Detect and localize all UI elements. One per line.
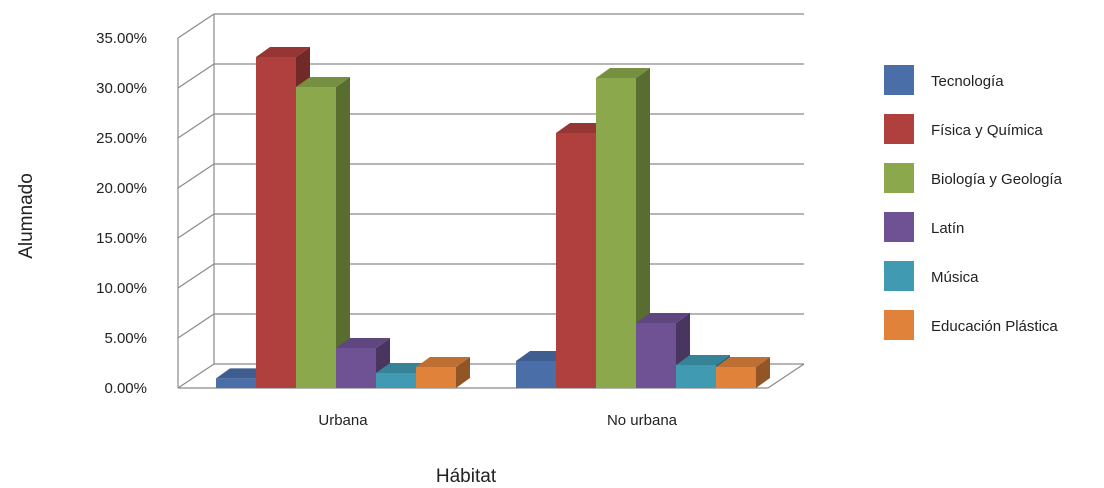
y-tick-label: 20.00%: [96, 180, 147, 197]
floor-right-edge: [767, 363, 805, 389]
y-tick-label: 5.00%: [104, 330, 147, 347]
bar-side: [636, 68, 650, 388]
x-category-label: No urbana: [607, 412, 678, 429]
y-tick-label: 10.00%: [96, 280, 147, 297]
grid-diagonal: [177, 213, 215, 239]
legend-item: Física y Química: [884, 114, 1043, 144]
grid-diagonal: [177, 263, 215, 289]
legend-swatch: [884, 310, 914, 340]
bar: [296, 77, 350, 388]
legend-swatch: [884, 65, 914, 95]
legend: Tecnología Física y Química Biología y Geo…: [884, 65, 1063, 340]
grid-diagonal: [177, 63, 215, 89]
bar-top: [596, 68, 650, 78]
bar-side: [456, 357, 470, 388]
bar-front: [336, 348, 376, 388]
bar-front: [296, 87, 336, 388]
legend-item: Biología y Geología: [884, 163, 1063, 193]
x-category-label: Urbana: [318, 412, 368, 429]
bar-front: [216, 378, 256, 388]
grid-diagonal: [177, 363, 215, 389]
bar-top: [256, 47, 310, 57]
bar-top: [416, 357, 470, 367]
legend-swatch: [884, 163, 914, 193]
bar: [716, 357, 770, 388]
bar-side: [756, 357, 770, 388]
bar-side: [336, 77, 350, 388]
legend-item: Educación Plástica: [884, 310, 1058, 340]
x-axis-categories: Urbana No urbana: [318, 412, 677, 429]
y-axis-ticks: 0.00% 5.00% 10.00% 15.00% 20.00% 25.00% 30.00%…: [96, 30, 147, 397]
bar-front: [596, 78, 636, 388]
legend-label: Música: [931, 269, 979, 286]
y-axis-title: Alumnado: [16, 173, 37, 259]
bar-front: [376, 373, 416, 388]
legend-swatch: [884, 212, 914, 242]
legend-label: Física y Química: [931, 122, 1043, 139]
legend-swatch: [884, 114, 914, 144]
legend-item: Música: [884, 261, 979, 291]
y-tick-label: 15.00%: [96, 230, 147, 247]
x-axis-title: Hábitat: [436, 466, 497, 487]
bar-front: [516, 361, 556, 388]
bar-top: [336, 338, 390, 348]
bar-top: [676, 355, 730, 365]
grid-diagonal: [177, 163, 215, 189]
legend-item: Latín: [884, 212, 964, 242]
bar-top: [636, 313, 690, 323]
bar-front: [416, 367, 456, 388]
bar-front: [716, 367, 756, 388]
bar-front: [676, 365, 716, 388]
legend-label: Biología y Geología: [931, 171, 1063, 188]
grid-diagonal: [177, 113, 215, 139]
legend-item: Tecnología: [884, 65, 1004, 95]
legend-label: Latín: [931, 220, 964, 237]
y-tick-label: 25.00%: [96, 130, 147, 147]
legend-swatch: [884, 261, 914, 291]
bar: [416, 357, 470, 388]
legend-label: Tecnología: [931, 73, 1004, 90]
grid-diagonal: [177, 13, 215, 39]
bars: [216, 47, 770, 388]
bar-front: [636, 323, 676, 388]
grid-diagonal: [177, 313, 215, 339]
y-tick-label: 35.00%: [96, 30, 147, 47]
bar-front: [556, 133, 596, 388]
bar-front: [256, 57, 296, 388]
y-tick-label: 30.00%: [96, 80, 147, 97]
bar-top: [296, 77, 350, 87]
bar-group-0: [216, 47, 470, 388]
bar-top: [716, 357, 770, 367]
bar-group-1: [516, 68, 770, 388]
y-tick-label: 0.00%: [104, 380, 147, 397]
bar: [596, 68, 650, 388]
legend-label: Educación Plástica: [931, 318, 1058, 335]
